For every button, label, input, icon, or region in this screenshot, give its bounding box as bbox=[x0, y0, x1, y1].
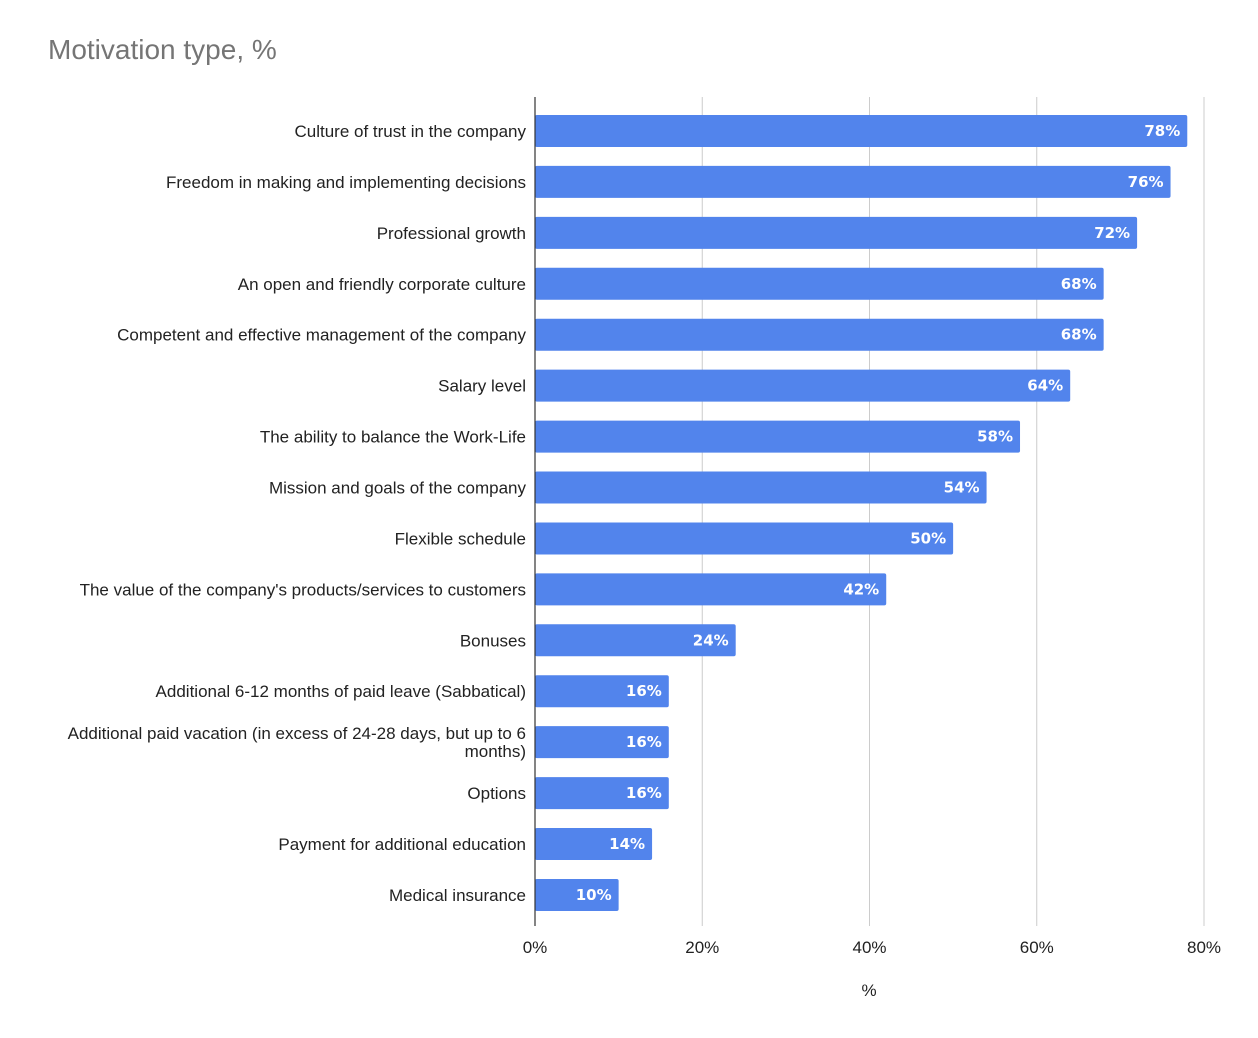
data-label: 24% bbox=[693, 631, 729, 649]
category-label: Medical insurance bbox=[389, 886, 526, 905]
category-label-line: Bonuses bbox=[460, 631, 526, 650]
category-label: The ability to balance the Work-Life bbox=[260, 428, 526, 447]
category-label: An open and friendly corporate culture bbox=[238, 275, 526, 294]
bar bbox=[535, 675, 669, 708]
category-label-line: The value of the company's products/serv… bbox=[80, 580, 526, 599]
data-label: 10% bbox=[576, 886, 612, 904]
data-label: 68% bbox=[1061, 326, 1097, 344]
category-label-line: Additional 6-12 months of paid leave (Sa… bbox=[156, 682, 526, 701]
bar bbox=[535, 216, 1138, 249]
chart-title: Motivation type, % bbox=[48, 34, 277, 65]
bar bbox=[535, 828, 653, 861]
x-tick-label: 0% bbox=[523, 938, 548, 957]
bars: 78% 76% 72% 68% 68% 64% 58% 54% 50% 42% 24% 16% 16% 1… bbox=[535, 115, 1188, 911]
category-labels: Culture of trust in the company Freedom i… bbox=[68, 122, 527, 905]
category-label-line: Salary level bbox=[438, 377, 526, 396]
category-label: Flexible schedule bbox=[395, 529, 526, 548]
category-label: Bonuses bbox=[460, 631, 526, 650]
bar bbox=[535, 267, 1104, 300]
category-label: Mission and goals of the company bbox=[269, 479, 527, 498]
bar bbox=[535, 420, 1021, 453]
bar bbox=[535, 369, 1071, 402]
data-label: 78% bbox=[1144, 122, 1180, 140]
data-label: 58% bbox=[977, 428, 1013, 446]
category-label-line: Flexible schedule bbox=[395, 529, 526, 548]
bar bbox=[535, 878, 619, 911]
bar bbox=[535, 573, 887, 606]
category-label: Professional growth bbox=[377, 224, 526, 243]
category-label-line: Payment for additional education bbox=[278, 835, 526, 854]
category-label: The value of the company's products/serv… bbox=[80, 580, 526, 599]
bar bbox=[535, 318, 1104, 351]
bar bbox=[535, 522, 954, 555]
category-label: Freedom in making and implementing decis… bbox=[166, 173, 526, 192]
data-label: 42% bbox=[843, 580, 879, 598]
category-label: Additional 6-12 months of paid leave (Sa… bbox=[156, 682, 526, 701]
data-label: 16% bbox=[626, 733, 662, 751]
category-label-line: Competent and effective management of th… bbox=[117, 326, 526, 345]
category-label-line: Medical insurance bbox=[389, 886, 526, 905]
data-label: 14% bbox=[609, 835, 645, 853]
x-tick-label: 20% bbox=[685, 938, 719, 957]
x-tick-label: 60% bbox=[1020, 938, 1054, 957]
x-tick-label: 40% bbox=[852, 938, 886, 957]
category-label-line: Freedom in making and implementing decis… bbox=[166, 173, 526, 192]
x-axis-title: % bbox=[861, 981, 876, 1000]
data-label: 16% bbox=[626, 784, 662, 802]
bar bbox=[535, 471, 987, 504]
data-label: 68% bbox=[1061, 275, 1097, 293]
category-label-line: Professional growth bbox=[377, 224, 526, 243]
category-label-line: Additional paid vacation (in excess of 2… bbox=[68, 724, 526, 743]
bar bbox=[535, 624, 736, 657]
data-label: 50% bbox=[910, 529, 946, 547]
x-tick-labels: 0% 20% 40% 60% 80% bbox=[523, 938, 1221, 957]
category-label-line: months) bbox=[465, 742, 526, 761]
category-label-line: Culture of trust in the company bbox=[294, 122, 526, 141]
x-tick-label: 80% bbox=[1187, 938, 1221, 957]
bar bbox=[535, 726, 669, 759]
category-label: Payment for additional education bbox=[278, 835, 526, 854]
data-label: 72% bbox=[1094, 224, 1130, 242]
data-label: 64% bbox=[1027, 377, 1063, 395]
category-label: Options bbox=[467, 784, 526, 803]
category-label-line: An open and friendly corporate culture bbox=[238, 275, 526, 294]
category-label-line: The ability to balance the Work-Life bbox=[260, 428, 526, 447]
data-label: 54% bbox=[944, 479, 980, 497]
category-label-line: Options bbox=[467, 784, 526, 803]
bar bbox=[535, 115, 1188, 147]
category-label-line: Mission and goals of the company bbox=[269, 479, 527, 498]
category-label: Competent and effective management of th… bbox=[117, 326, 526, 345]
data-label: 16% bbox=[626, 682, 662, 700]
data-label: 76% bbox=[1128, 173, 1164, 191]
category-label: Culture of trust in the company bbox=[294, 122, 526, 141]
bar bbox=[535, 165, 1171, 198]
bar bbox=[535, 777, 669, 810]
category-label: Additional paid vacation (in excess of 2… bbox=[68, 724, 526, 761]
category-label: Salary level bbox=[438, 377, 526, 396]
